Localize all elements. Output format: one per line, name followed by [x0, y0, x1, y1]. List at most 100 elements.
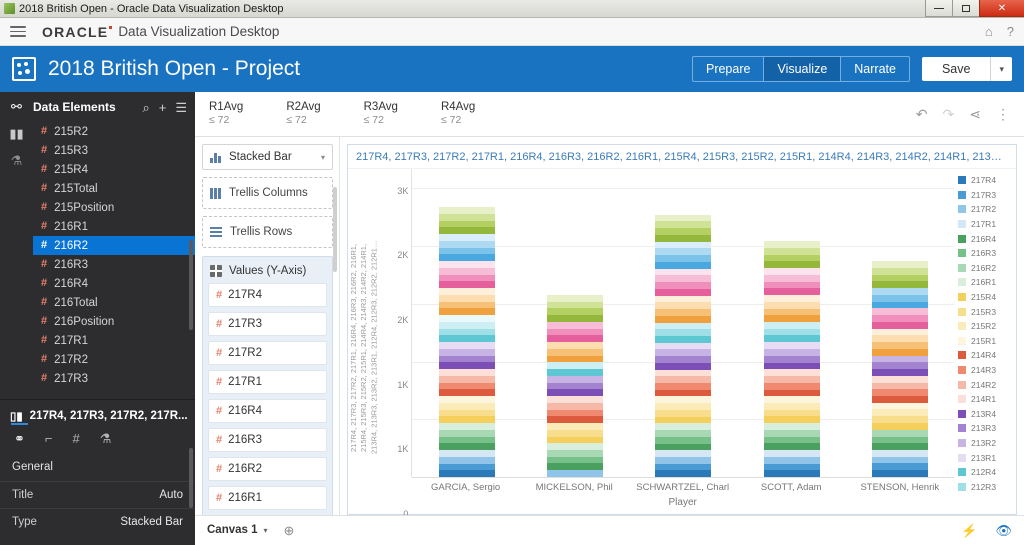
- bar-segment[interactable]: [655, 443, 712, 451]
- bar-segment[interactable]: [438, 382, 495, 390]
- legend-item[interactable]: 213R2: [958, 436, 1014, 451]
- legend-item[interactable]: 216R2: [958, 261, 1014, 276]
- data-element-item[interactable]: #215R2: [33, 122, 195, 141]
- filter-chip[interactable]: R2Avg ≤ 72: [286, 100, 320, 128]
- bar-segment[interactable]: [546, 470, 603, 477]
- chart-container[interactable]: 217R4, 217R3, 217R2, 217R1, 216R4, 216R3…: [347, 144, 1017, 519]
- add-icon[interactable]: +: [158, 99, 167, 115]
- bar-segment[interactable]: [546, 335, 603, 343]
- legend-item[interactable]: 214R2: [958, 377, 1014, 392]
- bar-segment[interactable]: [438, 443, 495, 451]
- bar-column[interactable]: [412, 169, 520, 477]
- bar-segment[interactable]: [871, 288, 928, 295]
- bar-segment[interactable]: [438, 436, 495, 444]
- bar-segment[interactable]: [438, 369, 495, 376]
- bar-column[interactable]: [737, 169, 845, 477]
- axis-tab[interactable]: ⌐: [44, 431, 53, 446]
- bar-segment[interactable]: [763, 301, 820, 309]
- bar-segment[interactable]: [655, 288, 712, 296]
- bar-segment[interactable]: [871, 382, 928, 390]
- bar-segment[interactable]: [871, 308, 928, 316]
- bar-segment[interactable]: [871, 429, 928, 437]
- legend-item[interactable]: 212R3: [958, 479, 1014, 494]
- bar-segment[interactable]: [655, 282, 712, 289]
- bar-segment[interactable]: [546, 301, 603, 309]
- legend-item[interactable]: 214R3: [958, 363, 1014, 378]
- bar-segment[interactable]: [655, 309, 712, 316]
- data-element-item[interactable]: #216R1: [33, 217, 195, 236]
- bar-segment[interactable]: [763, 409, 820, 417]
- bar-segment[interactable]: [871, 328, 928, 336]
- data-element-item[interactable]: #216R3: [33, 255, 195, 274]
- analytics-tab[interactable]: ⚗: [99, 431, 112, 446]
- bar-segment[interactable]: [655, 362, 712, 370]
- save-button[interactable]: Save: [921, 57, 992, 81]
- bar-segment[interactable]: [655, 255, 712, 262]
- bar-segment[interactable]: [546, 423, 603, 430]
- search-icon[interactable]: ⌕: [142, 99, 150, 115]
- values-dropzone[interactable]: Values (Y-Axis) #217R4 #217R3 #217R2 #217R1…: [202, 256, 333, 515]
- trellis-columns-dropzone[interactable]: Trellis Columns: [202, 177, 333, 209]
- bar-segment[interactable]: [655, 261, 712, 269]
- legend-item[interactable]: 213R4: [958, 407, 1014, 422]
- bar-segment[interactable]: [871, 389, 928, 397]
- tab-visualize[interactable]: Visualize: [764, 57, 842, 81]
- bar-segment[interactable]: [655, 214, 712, 222]
- bar-segment[interactable]: [871, 281, 928, 289]
- bar-segment[interactable]: [871, 369, 928, 376]
- bar-segment[interactable]: [438, 308, 495, 316]
- data-element-item[interactable]: #217R3: [33, 369, 195, 388]
- bar-segment[interactable]: [546, 429, 603, 437]
- help-icon[interactable]: ?: [1006, 24, 1014, 39]
- tab-narrate[interactable]: Narrate: [854, 62, 896, 76]
- bar-segment[interactable]: [438, 315, 495, 322]
- bar-segment[interactable]: [655, 336, 712, 343]
- bar-segment[interactable]: [655, 248, 712, 256]
- bar-segment[interactable]: [438, 213, 495, 221]
- legend-item[interactable]: 212R4: [958, 465, 1014, 480]
- bar-segment[interactable]: [438, 409, 495, 417]
- legend-item[interactable]: 214R1: [958, 392, 1014, 407]
- bar-segment[interactable]: [438, 456, 495, 464]
- bar-segment[interactable]: [763, 382, 820, 390]
- bar-segment[interactable]: [438, 281, 495, 289]
- bar-segment[interactable]: [871, 301, 928, 309]
- bar-segment[interactable]: [438, 220, 495, 228]
- legend-item[interactable]: 217R2: [958, 202, 1014, 217]
- data-elements-list[interactable]: #215R2 #215R3 #215R4 #215Total #215Position #…: [33, 120, 195, 399]
- bar-segment[interactable]: [655, 241, 712, 249]
- bar-segment[interactable]: [871, 450, 928, 457]
- bar-segment[interactable]: [655, 234, 712, 242]
- bar-segment[interactable]: [655, 322, 712, 330]
- bar-segment[interactable]: [655, 376, 712, 384]
- data-element-item[interactable]: #215Total: [33, 179, 195, 198]
- share-icon[interactable]: ⋖: [969, 106, 981, 122]
- bar-column[interactable]: [846, 169, 954, 477]
- visualizations-icon[interactable]: ▮▮: [9, 126, 24, 141]
- bar-segment[interactable]: [655, 342, 712, 350]
- bar-segment[interactable]: [438, 207, 495, 214]
- tab-prepare[interactable]: Prepare: [693, 57, 765, 81]
- bar-segment[interactable]: [438, 288, 495, 295]
- bar-segment[interactable]: [871, 355, 928, 363]
- bar-segment[interactable]: [871, 402, 928, 410]
- bar-segment[interactable]: [763, 274, 820, 282]
- data-element-item[interactable]: #216R2: [33, 236, 195, 255]
- bar-segment[interactable]: [655, 450, 712, 457]
- bar-column[interactable]: [521, 169, 629, 477]
- bar-segment[interactable]: [763, 254, 820, 262]
- bar-segment[interactable]: [763, 247, 820, 255]
- redo-icon[interactable]: ↷: [942, 106, 955, 122]
- preview-icon[interactable]: 👁: [995, 523, 1012, 538]
- bar-segment[interactable]: [763, 470, 820, 477]
- bar-segment[interactable]: [546, 456, 603, 464]
- filter-chip[interactable]: R1Avg ≤ 72: [209, 100, 243, 128]
- value-chip[interactable]: #217R1: [208, 370, 327, 394]
- bar-segment[interactable]: [546, 308, 603, 316]
- bar-segment[interactable]: [438, 254, 495, 262]
- bar-segment[interactable]: [438, 396, 495, 403]
- filter-chip[interactable]: R4Avg ≤ 72: [441, 100, 475, 128]
- bar-segment[interactable]: [763, 328, 820, 336]
- save-dropdown-icon[interactable]: ▾: [991, 57, 1012, 81]
- bar-segment[interactable]: [655, 295, 712, 303]
